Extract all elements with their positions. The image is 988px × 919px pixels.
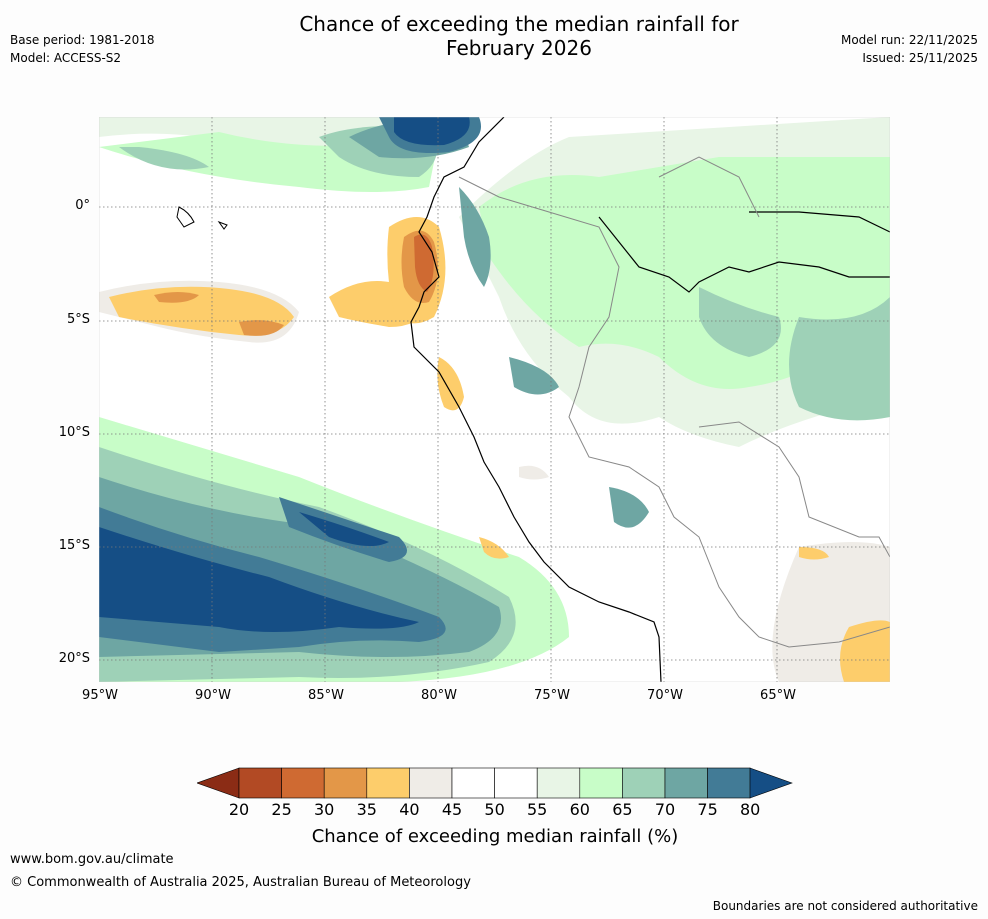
meta-left: Base period: 1981-2018 Model: ACCESS-S2 [10,31,155,67]
colorbar-cell [707,767,751,799]
lon-label-90w: 90°W [195,688,231,703]
lat-label-15s: 15°S [58,538,90,553]
colorbar-tick: 75 [697,800,718,819]
colorbar-cell [536,767,581,799]
colorbar-cell [366,767,410,799]
colorbar-arrow-right [749,767,793,799]
website-link[interactable]: www.bom.gov.au/climate [10,852,174,867]
colorbar-cell [451,767,495,799]
colorbar-cell [323,767,368,799]
colorbar-cell [494,767,538,799]
colorbar-label: Chance of exceeding median rainfall (%) [311,826,679,847]
title-line-2: February 2026 [446,36,592,60]
model-run: Model run: 22/11/2025 [840,33,978,47]
colorbar-tick: 80 [740,800,761,819]
colorbar [197,767,793,799]
colorbar-cell [238,767,282,799]
colorbar-tick: 60 [569,800,590,819]
model-name: Model: ACCESS-S2 [10,51,122,65]
colorbar-tick: 35 [356,800,377,819]
copyright: © Commonwealth of Australia 2025, Austra… [10,875,471,890]
base-period: Base period: 1981-2018 [10,33,155,47]
issued-date: Issued: 25/11/2025 [862,51,978,65]
colorbar-cell [579,767,623,799]
coastline-map [176,117,890,682]
colorbar-tick: 65 [612,800,633,819]
colorbar-tick: 20 [228,800,250,819]
colorbar-tick: 30 [314,800,335,819]
colorbar-arrow-left [197,767,240,799]
colorbar-tick: 55 [527,800,548,819]
lat-label-20s: 20°S [58,651,90,666]
lat-label-10s: 10°S [58,425,90,440]
colorbar-tick: 70 [654,800,676,819]
lon-label-65w: 65°W [760,688,796,703]
colorbar-tick: 50 [484,800,505,819]
lon-label-95w: 95°W [82,688,118,703]
lon-label-85w: 85°W [308,688,344,703]
colorbar-cell [409,767,453,799]
lon-label-70w: 70°W [647,688,683,703]
colorbar-tick: 45 [441,800,463,819]
meta-right: Model run: 22/11/2025 Issued: 25/11/2025 [841,31,978,67]
rainfall-map [99,117,890,682]
colorbar-tick: 25 [271,800,292,819]
title-line-1: Chance of exceeding the median rainfall … [299,12,739,36]
colorbar-cell [622,767,666,799]
colorbar-cell [281,767,325,799]
lon-label-75w: 75°W [534,688,570,703]
lat-label-5s: 5°S [66,312,90,327]
lon-label-80w: 80°W [421,688,457,703]
map-title: Chance of exceeding the median rainfall … [0,12,988,60]
lat-label-0: 0° [75,198,90,213]
colorbar-cells [238,767,751,799]
disclaimer: Boundaries are not considered authoritat… [712,899,978,913]
colorbar-tick: 40 [399,800,420,819]
probability-fields [99,117,890,682]
colorbar-cell [664,767,708,799]
